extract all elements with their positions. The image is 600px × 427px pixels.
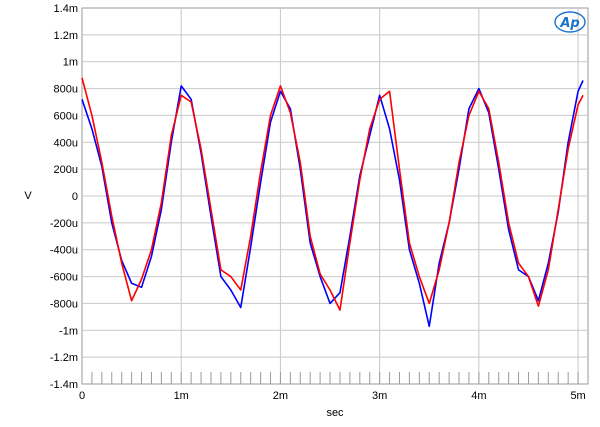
series-1-line bbox=[81, 80, 584, 328]
y-tick-label: -400u bbox=[50, 245, 78, 257]
y-tick-label: -1.4m bbox=[50, 379, 78, 391]
series-group bbox=[81, 77, 584, 328]
x-tick-label: 3m bbox=[372, 390, 387, 402]
y-tick-label: -200u bbox=[50, 218, 78, 230]
x-tick-label: 2m bbox=[273, 390, 288, 402]
ap-logo: Ap bbox=[554, 11, 586, 33]
y-tick-label: 1m bbox=[63, 57, 78, 69]
y-tick-label: -600u bbox=[50, 272, 78, 284]
y-tick-labels: 1.4m 1.2m 1m 800u 600u 400u 200u 0 -200u -400u -60… bbox=[50, 3, 78, 391]
x-tick-label: 5m bbox=[570, 390, 585, 402]
y-tick-label: 800u bbox=[54, 84, 78, 96]
x-tick-label: 1m bbox=[174, 390, 189, 402]
y-tick-label: -1.2m bbox=[50, 352, 78, 364]
y-tick-label: 600u bbox=[54, 110, 78, 122]
ap-logo-text: Ap bbox=[559, 16, 579, 31]
y-tick-label: 1.4m bbox=[54, 3, 78, 15]
y-tick-label: -1m bbox=[59, 325, 78, 337]
y-tick-label: 200u bbox=[54, 164, 78, 176]
y-tick-label: 0 bbox=[72, 191, 78, 203]
y-tick-label: -800u bbox=[50, 298, 78, 310]
minor-ticks bbox=[81, 372, 589, 384]
y-axis-title: V bbox=[24, 190, 32, 202]
y-tick-label: 400u bbox=[54, 137, 78, 149]
series-2-line bbox=[81, 77, 584, 311]
x-axis-title: sec bbox=[326, 407, 344, 419]
x-tick-labels: 0 1m 2m 3m 4m 5m bbox=[79, 390, 586, 402]
x-tick-label: 0 bbox=[79, 390, 85, 402]
x-tick-label: 4m bbox=[471, 390, 486, 402]
y-tick-label: 1.2m bbox=[54, 30, 78, 42]
